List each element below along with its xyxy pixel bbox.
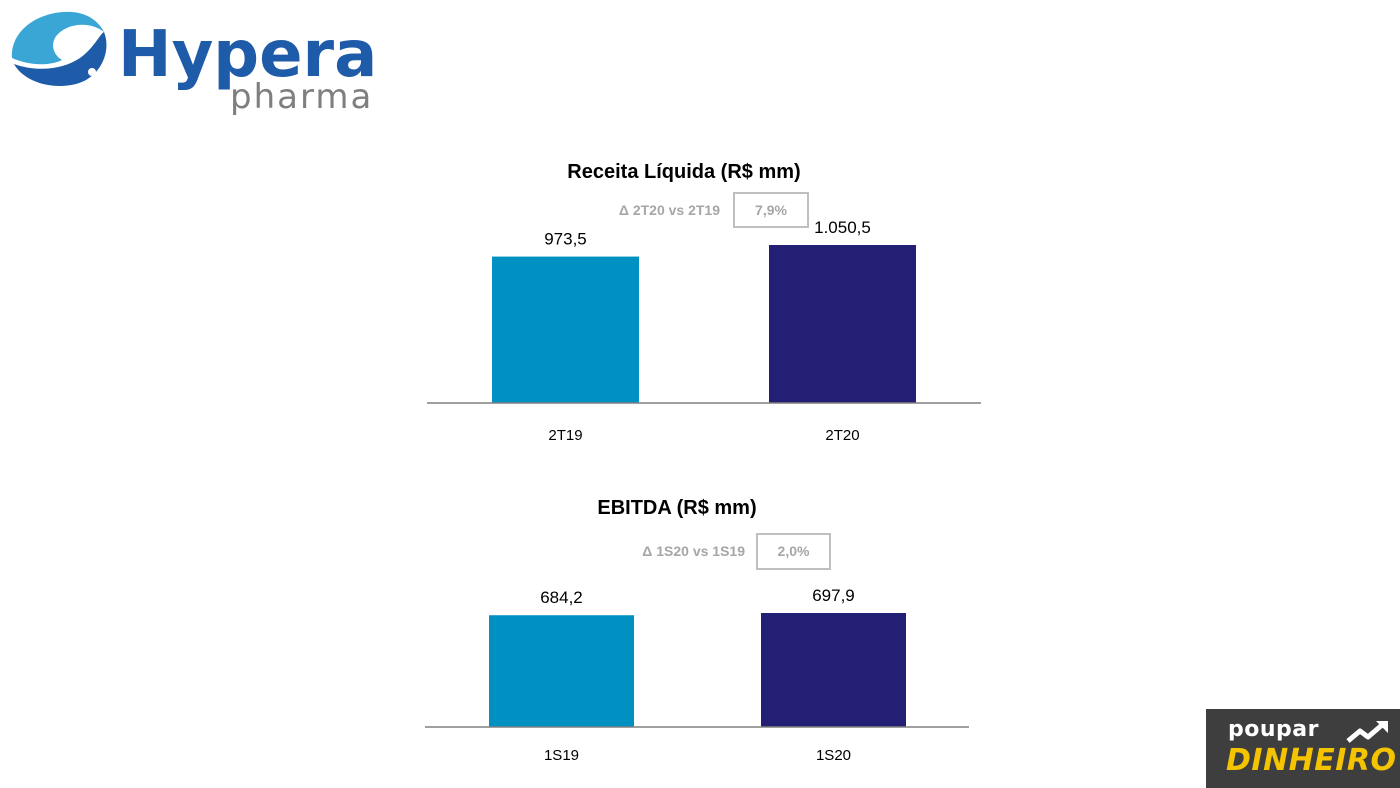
poupar-dinheiro-badge: poupar DINHEIRO: [1206, 709, 1400, 788]
x-tick-label-1s19: 1S19: [544, 747, 579, 764]
bar-1s19: [489, 615, 634, 727]
badge-line2: DINHEIRO: [1226, 743, 1397, 778]
delta-label: Δ 2T20 vs 2T19: [619, 202, 720, 218]
data-label-1s19: 684,2: [540, 588, 583, 607]
delta-label: Δ 1S20 vs 1S19: [642, 543, 745, 559]
logo-mark-icon: [11, 11, 107, 86]
delta-value: 7,9%: [755, 202, 787, 218]
delta-box: [733, 192, 809, 228]
chart-title: EBITDA (R$ mm): [597, 497, 756, 519]
bar-2t19: [492, 256, 639, 403]
bar-1s20: [761, 613, 906, 727]
x-tick-label-1s20: 1S20: [816, 747, 851, 764]
delta-value: 2,0%: [778, 543, 810, 559]
logo-subtitle: pharma: [230, 77, 373, 117]
data-label-2t19: 973,5: [544, 230, 587, 249]
x-tick-label-2t19: 2T19: [548, 427, 582, 444]
data-label-2t20: 1.050,5: [814, 218, 871, 237]
chart-title: Receita Líquida (R$ mm): [567, 161, 800, 183]
x-tick-label-2t20: 2T20: [825, 427, 859, 444]
data-label-1s20: 697,9: [812, 586, 855, 605]
trend-arrow-icon: [1346, 721, 1388, 743]
hypera-pharma-logo: Hypera pharma: [11, 11, 377, 117]
logo-wordmark: Hypera: [118, 18, 377, 92]
badge-line1: poupar: [1228, 717, 1319, 742]
bar-2t20: [769, 245, 916, 403]
delta-box: [756, 533, 831, 570]
